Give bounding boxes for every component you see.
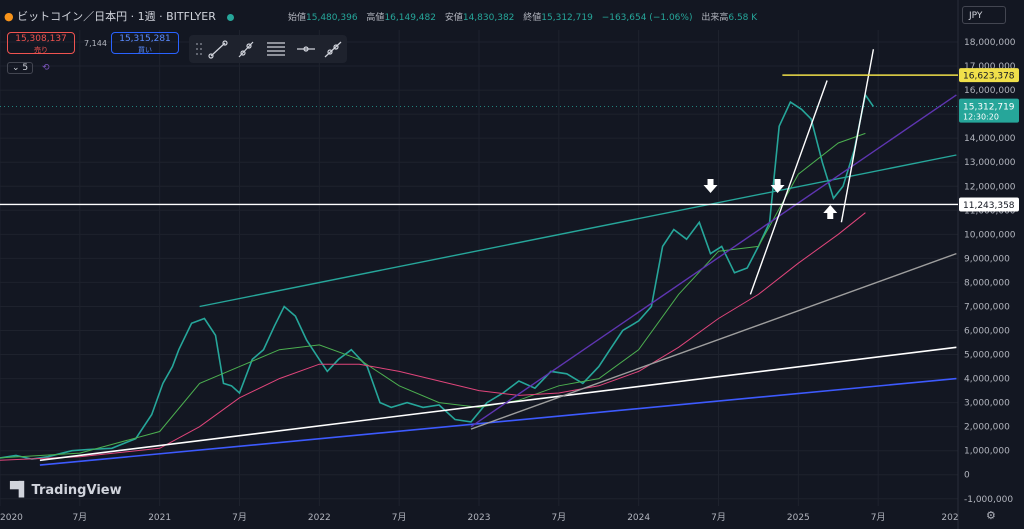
price-level-label: 16,623,378 [963,72,1015,82]
y-tick-label: -1,000,000 [964,495,1013,505]
y-tick-label: 10,000,000 [964,230,1016,240]
y-tick-label: 18,000,000 [964,38,1016,48]
series-line-5 [39,377,957,466]
x-tick-label: 7月 [871,512,886,523]
x-tick-label: 7月 [392,512,407,523]
drawing-toolbar [189,35,347,63]
price-level-tag [959,197,1019,212]
y-tick-label: 5,000,000 [964,351,1010,361]
series-line-4 [39,346,957,462]
sell-label: 売り [34,46,48,54]
price-level-tag [959,68,1019,83]
down-arrow-icon [703,179,718,193]
fib-tool-icon[interactable] [267,42,285,56]
series-line-2 [0,132,866,459]
chevron-down-icon: ⌄ [12,63,20,73]
high-label: 高値 [366,13,385,23]
up-arrow-icon [823,205,838,219]
y-tick-label: 6,000,000 [964,327,1010,337]
trendline-tool-icon[interactable] [208,40,228,59]
x-tick-label: 7月 [232,512,247,523]
horizontal-line-tool-icon[interactable] [297,46,315,52]
sell-price: 15,308,137 [15,34,67,44]
buy-button[interactable]: 15,315,281 買い [111,32,179,54]
x-tick-label: 2021 [148,513,171,523]
close-value: 15,312,719 [541,13,593,23]
y-tick-label: 3,000,000 [964,399,1010,409]
symbol-title[interactable]: ● ビットコイン／日本円 · 1週 · BITFLYER [4,8,240,24]
ohlc-readout: 始値15,480,396 高値16,149,482 安値14,830,382 終… [288,10,763,23]
open-label: 始値 [288,13,307,23]
y-tick-label: 13,000,000 [964,158,1016,168]
x-tick-label: 7月 [72,512,87,523]
brand-label: TradingView [31,483,122,498]
bitcoin-icon: ● [4,10,14,23]
market-status-icon [227,13,235,21]
symbol-label: ビットコイン／日本円 · 1週 · BITFLYER [17,10,216,23]
open-value: 15,480,396 [306,13,358,23]
down-arrow-icon [770,179,785,193]
countdown-label: 12:30:20 [963,113,999,122]
x-tick-label: 2023 [468,513,491,523]
x-tick-label: 2022 [308,513,331,523]
tradingview-logo-icon: ▀▌ [10,482,29,498]
series-line-6 [470,252,957,430]
y-tick-label: 4,000,000 [964,375,1010,385]
high-value: 16,149,482 [384,13,436,23]
x-tick-label: 2024 [627,513,650,523]
series-line-7 [199,154,957,308]
indicator-count: 5 [22,63,29,73]
change-value: −163,654 (−1.06%) [601,13,693,23]
sell-button[interactable]: 15,308,137 売り [7,32,75,54]
ray-tool-icon[interactable] [238,41,254,58]
y-tick-label: 12,000,000 [964,182,1016,192]
extended-line-tool-icon[interactable] [324,41,342,58]
x-tick-label: 7月 [711,512,726,523]
series-line-1 [0,92,875,460]
x-tick-label: 202 [941,513,958,523]
y-tick-label: 0 [964,471,970,481]
volume-value: 6.58 K [728,13,758,23]
currency-select[interactable]: JPY [962,6,1006,24]
series-line-10 [840,49,875,223]
x-axis: 2020 7月 2021 7月 2022 7月 2023 7月 2024 7月 2025 7月 202 [0,512,959,523]
currency-label: JPY [969,11,983,21]
buy-label: 買い [138,46,152,54]
price-level-label: 11,243,358 [963,201,1015,211]
gear-icon[interactable]: ⚙ [986,509,996,522]
last-price-label: 15,312,719 [963,103,1015,113]
indicators-toggle[interactable]: ⌄ 5 ⟲ [7,62,50,74]
y-tick-label: 1,000,000 [964,447,1010,457]
volume-label: 出来高 [701,13,729,23]
x-tick-label: 7月 [551,512,566,523]
y-tick-label: 8,000,000 [964,278,1010,288]
close-label: 終値 [523,13,542,23]
last-price-tag [959,98,1019,123]
spread-value: 7,144 [84,39,107,48]
chart-grid [0,30,959,506]
y-tick-label: 17,000,000 [964,62,1016,72]
y-tick-label: 7,000,000 [964,302,1010,312]
low-value: 14,830,382 [462,13,515,23]
chart-series [0,49,957,466]
y-tick-label: 2,000,000 [964,423,1010,433]
tradingview-logo: ▀▌ TradingView [10,482,122,498]
y-tick-label: 14,000,000 [964,134,1016,144]
y-tick-label: 16,000,000 [964,86,1016,96]
series-line-8 [470,94,957,428]
series-line-9 [749,80,828,295]
x-tick-label: 2020 [0,513,23,523]
buy-price: 15,315,281 [119,34,171,44]
y-tick-label: 9,000,000 [964,254,1010,264]
series-line-3 [0,212,866,461]
x-tick-label: 2025 [787,513,810,523]
low-label: 安値 [444,13,463,23]
sync-icon[interactable]: ⟲ [42,63,50,73]
header-bar: ● ビットコイン／日本円 · 1週 · BITFLYER 始値15,480,39… [0,0,1024,30]
